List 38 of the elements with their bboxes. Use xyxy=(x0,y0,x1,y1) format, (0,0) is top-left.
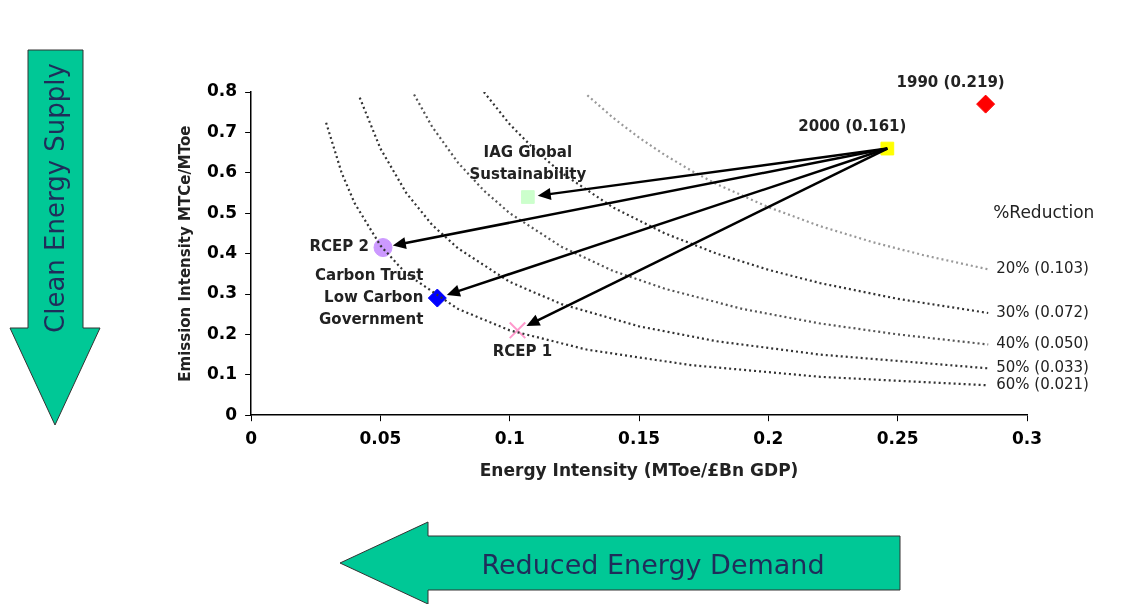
x-tick-label: 0.05 xyxy=(359,427,402,448)
annotation: %Reduction xyxy=(993,201,1095,222)
text: Reduced Energy Demand xyxy=(481,548,825,580)
point xyxy=(427,288,447,308)
y-tick-label: 0.2 xyxy=(206,322,238,343)
x-tick-label: 0.25 xyxy=(876,427,919,448)
series-label: 1990 (0.219) xyxy=(896,72,1005,91)
y-tick-label: 0.7 xyxy=(206,120,238,141)
point xyxy=(520,190,535,204)
series-label: 60% (0.021) xyxy=(996,375,1089,394)
point xyxy=(508,321,527,340)
series-label: 20% (0.103) xyxy=(996,259,1089,278)
x-tick-label: 0.1 xyxy=(494,427,525,448)
y-tick-label: 0.3 xyxy=(206,282,238,303)
series-label: 50% (0.033) xyxy=(996,358,1089,377)
y-tick-label: 0.6 xyxy=(206,161,238,182)
series-label: Carbon Trust Low Carbon Government xyxy=(315,265,424,328)
series-label: 40% (0.050) xyxy=(996,334,1089,353)
series-label: 2000 (0.161) xyxy=(798,116,907,135)
y-tick-label: 0.8 xyxy=(206,80,238,101)
y-tick-label: 0.5 xyxy=(206,201,238,222)
x-axis-title: Energy Intensity (MToe/£Bn GDP) xyxy=(479,460,799,481)
text: Clean Energy Supply xyxy=(40,63,70,333)
point xyxy=(373,238,393,258)
series-label: RCEP 1 xyxy=(492,341,553,360)
x-tick-label: 0.15 xyxy=(618,427,661,448)
x-tick-label: 0.3 xyxy=(1011,427,1043,448)
x-tick-label: 0 xyxy=(245,427,258,448)
line-series xyxy=(586,94,990,271)
x-tick-label: 0.2 xyxy=(753,427,784,448)
y-tick-label: 0 xyxy=(225,403,238,424)
y-tick-label: 0.1 xyxy=(206,363,238,384)
y-tick-label: 0.4 xyxy=(206,242,238,263)
series-label: 30% (0.072) xyxy=(996,302,1089,321)
series-label: RCEP 2 xyxy=(309,237,370,256)
point xyxy=(976,94,996,114)
y-axis-title: Emission Intensity MTCe/MToe xyxy=(175,125,194,382)
series-label: IAG Global Sustainability xyxy=(469,143,587,184)
